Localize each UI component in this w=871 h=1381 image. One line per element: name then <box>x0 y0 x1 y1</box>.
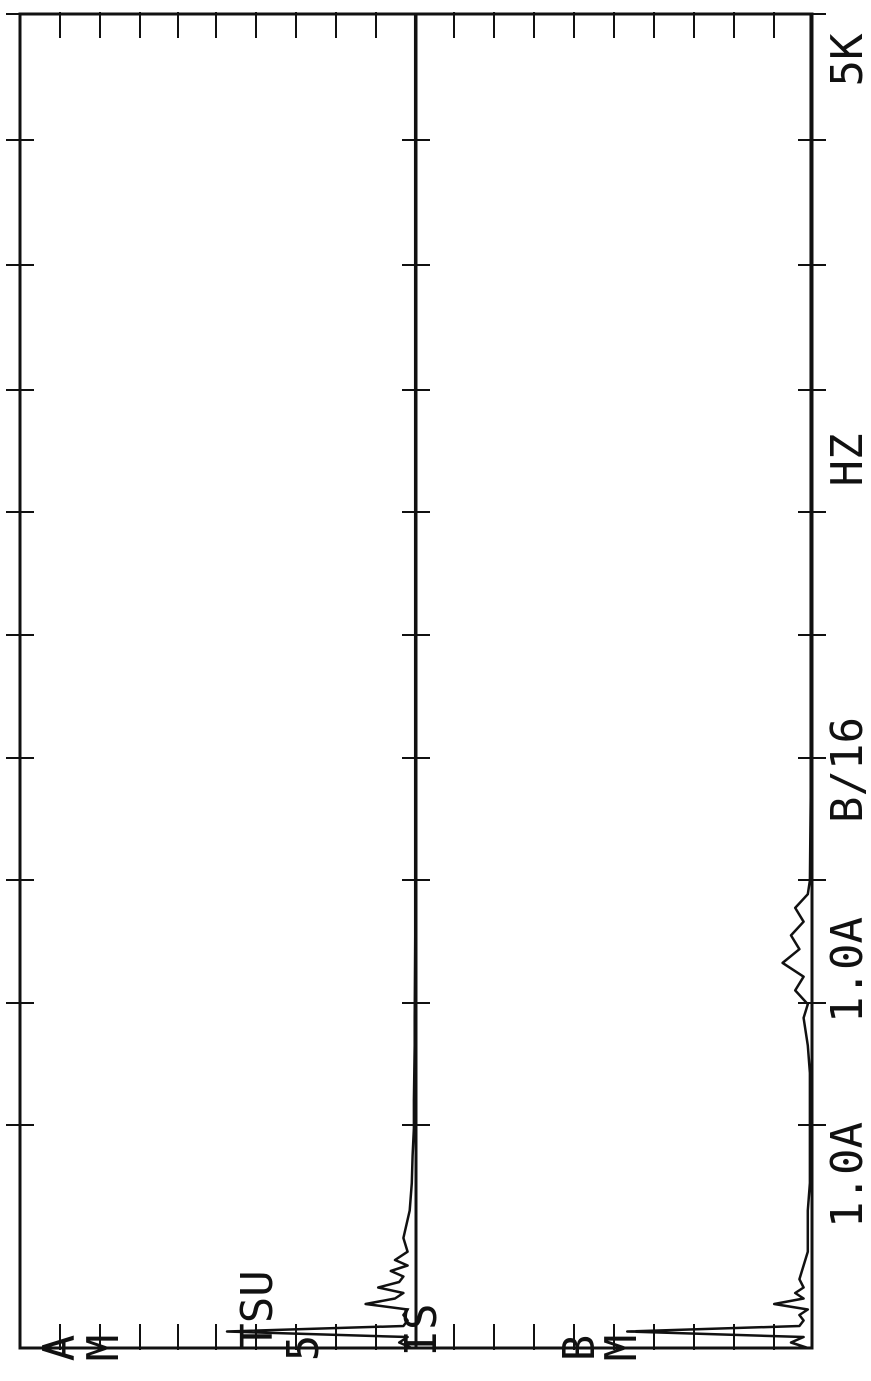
scale-label-b: B/16 <box>822 717 871 823</box>
channel-a-mode-label: M <box>78 1335 129 1362</box>
trace-b <box>625 14 812 1350</box>
left-label-is: IS <box>396 1304 447 1357</box>
x-end-label: 5K <box>822 33 871 86</box>
channel-b-mode-label: M <box>596 1335 647 1362</box>
traces <box>225 14 812 1350</box>
scale-label-a2: 1.0A <box>822 917 871 1023</box>
left-label-5: 5 <box>278 1335 329 1362</box>
trace-a <box>225 14 417 1350</box>
x-axis-label: HZ <box>822 434 871 487</box>
axis-ticks <box>6 12 826 1350</box>
left-label-tsu: TSU <box>232 1270 283 1349</box>
scale-label-a1: 1.0A <box>822 1122 871 1228</box>
channel-a-label: A <box>34 1335 85 1362</box>
channel-b-label: B <box>554 1335 605 1362</box>
